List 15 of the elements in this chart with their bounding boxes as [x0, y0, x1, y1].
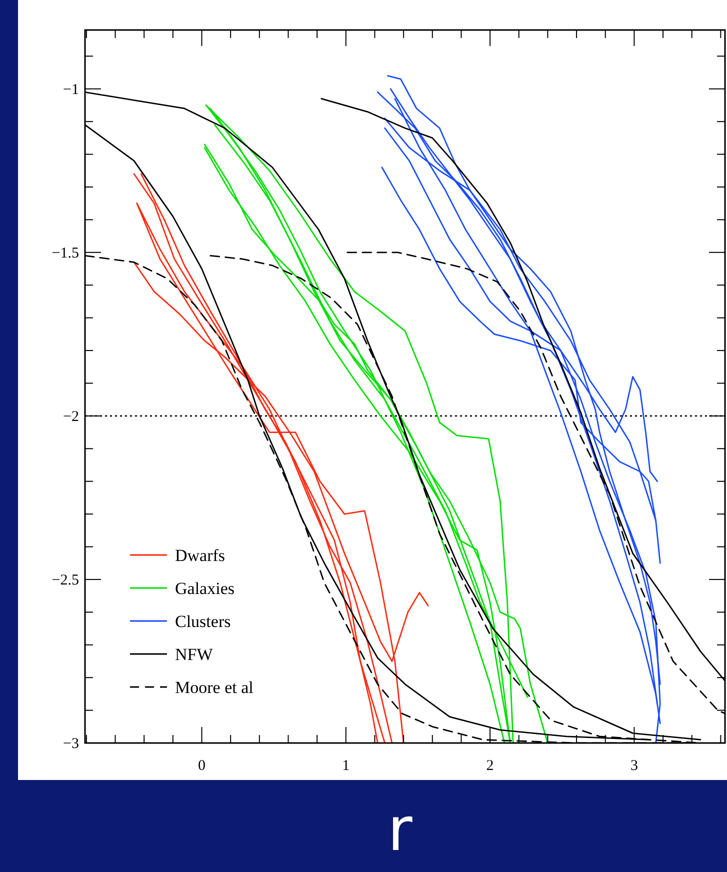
legend-label: Moore et al — [175, 678, 254, 697]
legend-label: Dwarfs — [175, 546, 226, 565]
legend-label: NFW — [175, 645, 214, 664]
y-tick-label: −1 — [63, 82, 79, 98]
y-tick-label: −2.5 — [52, 572, 79, 588]
legend-label: Galaxies — [175, 579, 234, 598]
y-tick-label: −1.5 — [52, 245, 79, 262]
x-tick-label: 3 — [630, 758, 638, 774]
x-axis-title: r — [388, 795, 413, 865]
legend-label: Clusters — [175, 612, 231, 631]
y-tick-label: −2 — [63, 408, 79, 425]
x-tick-label: 0 — [198, 758, 206, 774]
x-tick-label: 1 — [342, 758, 350, 774]
y-tick-label: −3 — [63, 736, 79, 752]
x-tick-label: 2 — [486, 758, 494, 774]
